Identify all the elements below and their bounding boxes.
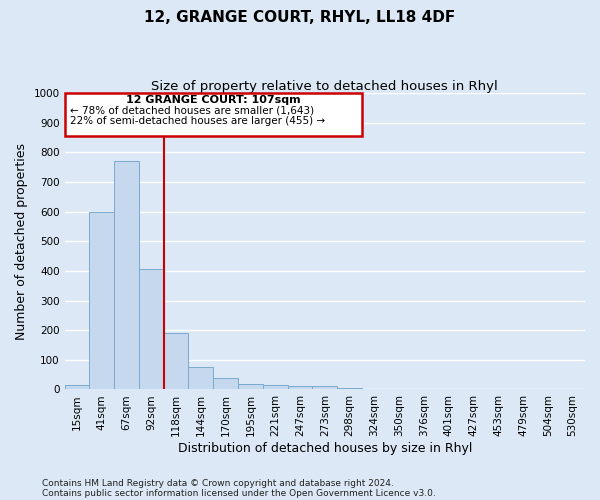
Text: ← 78% of detached houses are smaller (1,643): ← 78% of detached houses are smaller (1,… bbox=[70, 106, 314, 116]
Bar bbox=[313, 386, 337, 390]
Text: 12, GRANGE COURT, RHYL, LL18 4DF: 12, GRANGE COURT, RHYL, LL18 4DF bbox=[145, 10, 455, 25]
Text: Contains public sector information licensed under the Open Government Licence v3: Contains public sector information licen… bbox=[42, 488, 436, 498]
Bar bbox=[263, 385, 287, 390]
Title: Size of property relative to detached houses in Rhyl: Size of property relative to detached ho… bbox=[151, 80, 498, 93]
Bar bbox=[213, 378, 238, 390]
Bar bbox=[89, 212, 114, 390]
Bar bbox=[114, 161, 139, 390]
Text: Contains HM Land Registry data © Crown copyright and database right 2024.: Contains HM Land Registry data © Crown c… bbox=[42, 478, 394, 488]
FancyBboxPatch shape bbox=[65, 93, 362, 136]
Bar bbox=[337, 388, 362, 390]
Text: 22% of semi-detached houses are larger (455) →: 22% of semi-detached houses are larger (… bbox=[70, 116, 325, 126]
Bar bbox=[287, 386, 313, 390]
Bar bbox=[164, 333, 188, 390]
Bar bbox=[65, 385, 89, 390]
X-axis label: Distribution of detached houses by size in Rhyl: Distribution of detached houses by size … bbox=[178, 442, 472, 455]
Bar bbox=[188, 366, 213, 390]
Bar bbox=[238, 384, 263, 390]
Bar bbox=[139, 270, 164, 390]
Text: 12 GRANGE COURT: 107sqm: 12 GRANGE COURT: 107sqm bbox=[126, 95, 301, 105]
Y-axis label: Number of detached properties: Number of detached properties bbox=[15, 142, 28, 340]
